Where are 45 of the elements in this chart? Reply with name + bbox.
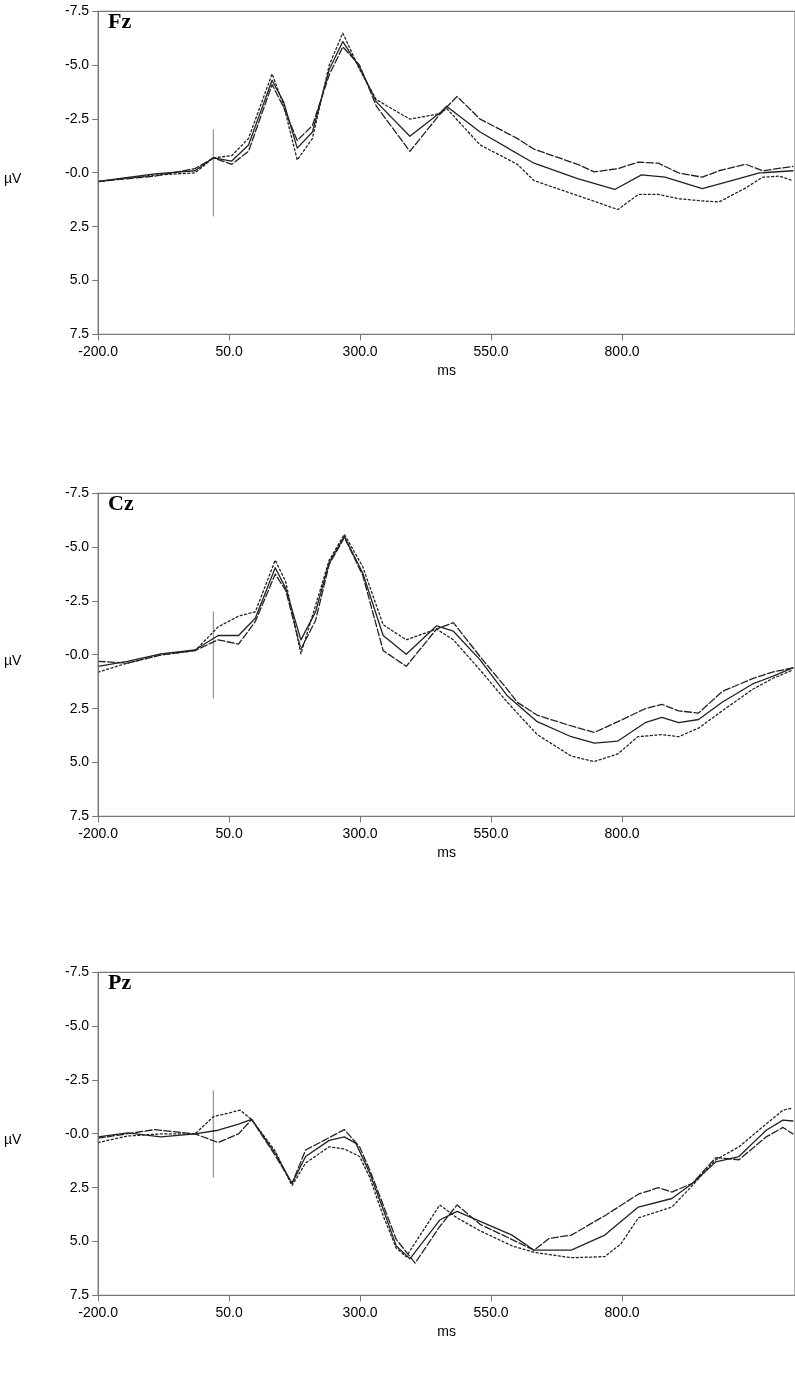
chart-title: Cz [108,490,134,516]
y-tick-label: -2.5 [65,591,90,608]
y-tick-label: -5.0 [65,1017,90,1034]
y-tick-label: -2.5 [65,109,90,126]
x-tick-label: 800.0 [604,824,640,841]
y-tick-label: -5.0 [65,56,90,73]
y-tick-label: 2.5 [69,1178,90,1195]
x-tick-label: 800.0 [604,1303,640,1320]
y-tick-label: 7.5 [69,1286,90,1303]
x-tick-label: 50.0 [215,342,243,359]
x-tick-label: 300.0 [342,824,378,841]
y-tick-label: 7.5 [69,807,90,824]
x-tick-label: 300.0 [342,1303,378,1320]
y-tick-label: 7.5 [69,325,90,342]
y-tick-label: -0.0 [65,1124,90,1141]
y-axis-title: µV [4,170,22,186]
y-tick-label: -0.0 [65,163,90,180]
x-tick-label: 550.0 [473,1303,509,1320]
x-tick-label: 800.0 [604,342,640,359]
x-tick-label: 300.0 [342,342,378,359]
x-axis-title: ms [437,362,456,379]
x-tick-label: 50.0 [215,1303,243,1320]
y-tick-label: -7.5 [65,484,90,501]
x-tick-label: -200.0 [78,342,119,359]
chart-title: Pz [108,969,132,995]
x-tick-label: -200.0 [78,1303,119,1320]
y-tick-label: 5.0 [69,753,90,770]
y-tick-label: 5.0 [69,271,90,288]
x-axis-title: ms [437,1323,456,1340]
y-tick-label: -0.0 [65,645,90,662]
x-axis-title: ms [437,844,456,861]
y-tick-label: -7.5 [65,2,90,19]
y-tick-label: -5.0 [65,538,90,555]
chart-title: Fz [108,8,132,34]
y-tick-label: -2.5 [65,1070,90,1087]
x-tick-label: 550.0 [473,342,509,359]
y-axis-title: µV [4,652,22,668]
x-tick-label: 50.0 [215,824,243,841]
x-tick-label: -200.0 [78,824,119,841]
y-axis-title: µV [4,1131,22,1147]
x-tick-label: 550.0 [473,824,509,841]
y-tick-label: 2.5 [69,699,90,716]
y-tick-label: 2.5 [69,217,90,234]
y-tick-label: 5.0 [69,1232,90,1249]
y-tick-label: -7.5 [65,963,90,980]
